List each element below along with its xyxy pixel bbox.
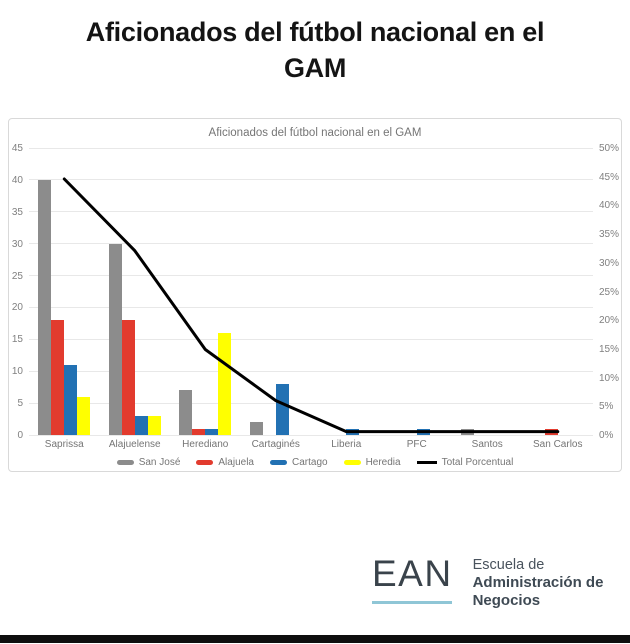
chart-panel: Aficionados del fútbol nacional en el GA… xyxy=(8,118,622,472)
legend-label: Cartago xyxy=(291,457,328,468)
bar-cartago xyxy=(205,428,219,435)
logo-caption-line1: Escuela de xyxy=(472,557,545,573)
gridline xyxy=(29,179,593,181)
y-axis-right-tick: 25% xyxy=(599,286,620,298)
y-axis-right-tick: 20% xyxy=(599,315,620,327)
y-axis-left-tick: 0 xyxy=(17,430,23,441)
y-axis-right-tick: 5% xyxy=(599,401,614,413)
gridline xyxy=(29,434,593,436)
bar-san-josé xyxy=(38,179,52,435)
y-axis-right-tick: 50% xyxy=(599,143,620,154)
y-axis-left: 0 5 10 15 20 25 30 35 40 45 xyxy=(9,143,25,441)
y-axis-right-tick: 45% xyxy=(599,171,620,183)
ean-logo-mark: EAN xyxy=(372,554,453,604)
x-axis-label: Santos xyxy=(471,439,503,450)
chart-legend: San José Alajuela Cartago Heredia Total Porc… xyxy=(9,457,621,468)
y-axis-left-tick: 45 xyxy=(11,143,23,154)
y-axis-left-tick: 15 xyxy=(11,334,23,346)
total-porcentual-line xyxy=(62,177,560,434)
y-axis-right: 0% 5% 10% 15% 20% 25% 30% 35% 40% 45% 50% xyxy=(599,143,623,441)
gridline xyxy=(29,306,593,308)
y-axis-left-tick: 20 xyxy=(11,302,23,314)
y-axis-left-tick: 40 xyxy=(11,174,23,186)
bar-alajuela xyxy=(192,428,206,435)
legend-label: Total Porcentual xyxy=(441,457,514,468)
x-axis-label: Cartaginés xyxy=(251,439,300,450)
bar-san-josé xyxy=(108,243,122,435)
page-title: Aficionados del fútbol nacional en el GA… xyxy=(85,17,545,83)
bar-cartago xyxy=(64,364,78,435)
legend-label: San José xyxy=(138,457,181,468)
bar-cartago xyxy=(134,415,148,435)
bar-san-josé xyxy=(249,422,263,435)
x-axis-label: San Carlos xyxy=(533,439,583,450)
y-axis-right-tick: 15% xyxy=(599,343,620,355)
gridline xyxy=(29,211,593,213)
gridline xyxy=(29,370,593,372)
logo-caption-line3: Negocios xyxy=(472,592,541,609)
gridline xyxy=(29,338,593,340)
y-axis-left-tick: 10 xyxy=(11,366,23,378)
legend-swatch xyxy=(416,461,437,464)
bar-cartago xyxy=(275,383,289,435)
y-axis-left-tick: 25 xyxy=(11,270,23,282)
x-axis-label: PFC xyxy=(406,439,427,450)
legend-item: Cartago xyxy=(269,457,328,468)
y-axis-right-tick: 10% xyxy=(599,372,620,384)
gridline xyxy=(29,275,593,277)
bar-heredia xyxy=(147,415,161,435)
legend-swatch xyxy=(269,460,287,465)
ean-logo-caption: Escuela de Administración de Negocios xyxy=(473,554,604,610)
y-axis-right-tick: 30% xyxy=(599,257,620,269)
legend-label: Heredia xyxy=(365,457,401,468)
legend-swatch xyxy=(116,460,134,465)
y-axis-right-tick: 0% xyxy=(599,430,614,441)
legend-swatch xyxy=(196,460,214,465)
bar-alajuela xyxy=(121,320,135,435)
y-axis-left-tick: 35 xyxy=(11,206,23,218)
bar-heredia xyxy=(77,396,91,435)
bar-san-josé xyxy=(179,390,193,435)
legend-item: San José xyxy=(116,457,181,468)
ean-logo: EAN Escuela de Administración de Negocio… xyxy=(372,554,603,610)
gridline xyxy=(29,147,593,149)
legend-item: Total Porcentual xyxy=(416,457,514,468)
x-axis-labels: Saprissa Alajuelense Herediano Cartaginés Li… xyxy=(29,439,593,453)
ean-logo-text: EAN xyxy=(372,553,453,594)
legend-item: Alajuela xyxy=(196,457,254,468)
bottom-black-bar xyxy=(0,635,630,643)
x-axis-label: Liberia xyxy=(331,439,362,450)
y-axis-right-tick: 40% xyxy=(599,200,620,212)
y-axis-left-tick: 30 xyxy=(11,238,23,250)
chart-title: Aficionados del fútbol nacional en el GA… xyxy=(208,127,422,139)
legend-label: Alajuela xyxy=(218,457,254,468)
legend-swatch xyxy=(343,460,361,465)
legend-item: Heredia xyxy=(343,457,401,468)
gridline xyxy=(29,243,593,245)
logo-underline xyxy=(372,601,453,604)
x-axis-label: Saprissa xyxy=(44,439,84,450)
x-axis-label: Herediano xyxy=(182,439,229,450)
x-axis-label: Alajuelense xyxy=(108,439,161,450)
bar-heredia xyxy=(218,332,232,435)
plot-area xyxy=(29,147,593,436)
y-axis-left-tick: 5 xyxy=(17,398,23,410)
gridline xyxy=(29,402,593,404)
y-axis-right-tick: 35% xyxy=(599,229,620,241)
logo-caption-line2: Administración de xyxy=(472,574,604,591)
bar-alajuela xyxy=(51,320,65,435)
